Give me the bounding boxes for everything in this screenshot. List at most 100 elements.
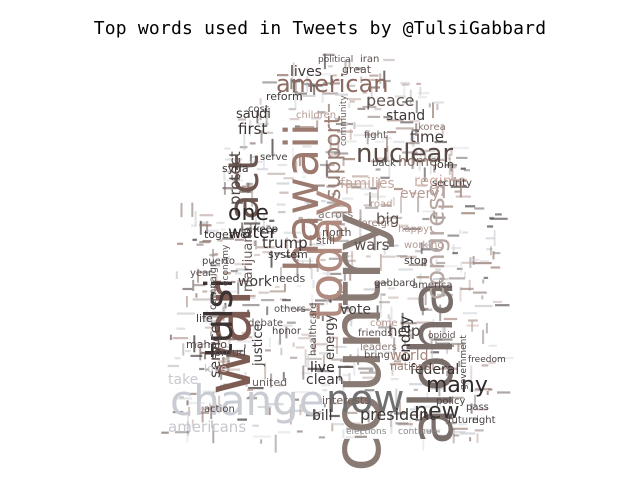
texture-mark <box>192 298 211 301</box>
texture-mark <box>436 103 439 111</box>
texture-mark <box>322 312 330 315</box>
texture-mark <box>296 285 302 288</box>
texture-mark <box>339 359 358 362</box>
texture-mark <box>391 364 394 376</box>
texture-mark <box>299 404 302 416</box>
texture-mark <box>295 308 310 311</box>
texture-mark <box>274 434 277 453</box>
texture-mark <box>362 376 378 379</box>
texture-mark <box>223 304 226 315</box>
texture-mark <box>235 336 253 339</box>
texture-mark <box>297 92 307 95</box>
word-across: across <box>318 208 354 221</box>
texture-mark <box>176 312 195 315</box>
texture-mark <box>403 82 406 99</box>
texture-mark <box>388 316 391 328</box>
texture-mark <box>248 387 264 390</box>
word-take: take <box>168 372 198 388</box>
texture-mark <box>299 126 314 129</box>
texture-mark <box>221 357 228 360</box>
texture-mark <box>435 342 450 345</box>
texture-mark <box>301 175 307 178</box>
texture-mark <box>295 160 298 171</box>
word-vote: vote <box>340 302 371 318</box>
texture-mark <box>217 232 223 235</box>
texture-mark <box>421 297 424 316</box>
texture-mark <box>243 132 246 151</box>
texture-mark <box>474 262 492 265</box>
word-time: time <box>410 128 444 146</box>
texture-mark <box>483 276 489 279</box>
word-saudi: saudi <box>236 107 271 122</box>
texture-mark <box>206 221 209 235</box>
texture-mark <box>400 322 417 325</box>
texture-mark <box>424 290 427 306</box>
texture-mark <box>262 131 274 134</box>
texture-mark <box>297 259 313 262</box>
texture-mark <box>321 89 324 103</box>
texture-mark <box>488 344 497 347</box>
texture-mark <box>350 309 353 327</box>
texture-mark <box>364 133 378 136</box>
texture-mark <box>430 336 433 350</box>
word-system: system <box>268 248 308 261</box>
texture-mark <box>449 277 465 280</box>
texture-mark <box>256 116 259 124</box>
texture-mark <box>185 296 188 308</box>
word-korea: korea <box>418 122 446 133</box>
texture-mark <box>298 156 301 167</box>
texture-mark <box>374 108 382 111</box>
word-bring: bring <box>364 350 390 361</box>
texture-mark <box>490 266 501 269</box>
word-right: right <box>472 415 496 426</box>
texture-mark <box>218 330 221 347</box>
texture-mark <box>215 274 218 283</box>
texture-mark <box>487 225 494 228</box>
texture-mark <box>222 237 234 240</box>
texture-mark <box>443 344 455 347</box>
texture-mark <box>269 219 275 222</box>
texture-mark <box>403 227 421 230</box>
texture-mark <box>205 368 210 371</box>
texture-mark <box>468 279 471 291</box>
texture-mark <box>326 294 328 305</box>
texture-mark <box>280 267 282 280</box>
texture-mark <box>367 410 370 423</box>
texture-mark <box>434 140 447 144</box>
texture-mark <box>294 80 297 96</box>
texture-mark <box>290 356 298 359</box>
texture-mark <box>460 287 474 290</box>
word-puerto: puerto <box>202 256 235 267</box>
texture-mark <box>242 304 260 307</box>
texture-mark <box>377 182 379 201</box>
texture-mark <box>474 429 484 432</box>
texture-mark <box>301 261 304 268</box>
texture-mark <box>323 53 326 70</box>
texture-mark <box>470 403 473 414</box>
texture-mark <box>289 407 292 425</box>
texture-mark <box>373 234 376 251</box>
texture-mark <box>450 164 453 172</box>
texture-mark <box>439 304 442 322</box>
texture-mark <box>262 251 273 254</box>
texture-mark <box>208 229 219 232</box>
texture-mark <box>239 165 250 168</box>
texture-mark <box>353 361 356 376</box>
texture-mark <box>261 299 275 302</box>
word-now: now <box>326 377 404 421</box>
texture-mark <box>277 340 280 346</box>
texture-mark <box>336 338 338 354</box>
texture-mark <box>322 92 339 95</box>
texture-mark <box>411 129 419 132</box>
texture-mark <box>439 277 445 280</box>
word-clean: clean <box>306 372 344 388</box>
word-protect: protect <box>226 151 244 205</box>
texture-mark <box>237 418 247 421</box>
texture-mark <box>474 394 476 408</box>
texture-mark <box>369 187 377 190</box>
texture-mark <box>188 407 191 416</box>
texture-mark <box>443 325 446 335</box>
texture-mark <box>388 159 391 178</box>
texture-mark <box>210 331 213 337</box>
texture-mark <box>360 76 363 84</box>
